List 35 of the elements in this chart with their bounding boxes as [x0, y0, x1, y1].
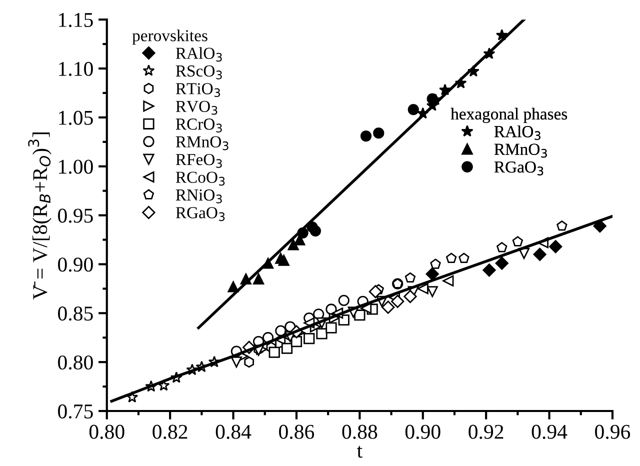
y-axis-title: V̄ = V/[8(R$_{B}$+R$_{O}$)$^{3}$]	[28, 132, 52, 300]
x-tick-label: 0.92	[468, 424, 504, 439]
legend-label: RMnO$_{3}$	[176, 136, 228, 150]
legend-label: RAlO$_{3}$	[176, 47, 222, 62]
x-tick-label: 0.86	[279, 424, 314, 439]
x-tick-label: 0.84	[216, 424, 252, 439]
x-tick-label: 0.94	[532, 424, 568, 439]
legend-label: RScO$_{3}$	[176, 65, 222, 80]
y-tick-label: 0.80	[58, 355, 93, 370]
x-tick-label: 0.90	[405, 424, 440, 439]
x-tick-label: 0.96	[595, 424, 630, 439]
legend-label: RGaO$_{3}$	[176, 207, 225, 222]
x-axis-title: t	[356, 446, 362, 458]
legend-label: RMnO$_{3}$	[494, 144, 547, 158]
legend-label: RCoO$_{3}$	[176, 172, 225, 186]
y-tick-label: 0.75	[58, 404, 93, 419]
legend-label: RFeO$_{3}$	[176, 154, 222, 168]
x-tick-label: 0.88	[342, 424, 378, 439]
text: hexagonal phases	[450, 108, 568, 124]
legend-label: RGaO$_{3}$	[494, 161, 544, 176]
legend-label: RCrO$_{3}$	[176, 118, 222, 132]
text: perovskites	[132, 30, 208, 45]
legend-label: RTiO$_{3}$	[176, 83, 220, 98]
y-tick-label: 1.10	[59, 62, 93, 76]
y-tick-label: 0.90	[58, 258, 93, 272]
legend-label: RNiO$_{3}$	[176, 189, 222, 204]
y-tick-label: 1.15	[59, 13, 93, 28]
legend-label: RAlO$_{3}$	[494, 126, 540, 140]
y-tick-label: 0.95	[58, 208, 93, 223]
x-tick-label: 0.82	[152, 424, 188, 439]
y-tick-label: 1.00	[59, 160, 93, 174]
y-tick-label: 0.85	[58, 306, 93, 321]
legend-label: RVO$_{3}$	[176, 100, 218, 115]
x-tick-label: 0.80	[89, 424, 124, 439]
y-tick-label: 1.05	[59, 110, 93, 125]
